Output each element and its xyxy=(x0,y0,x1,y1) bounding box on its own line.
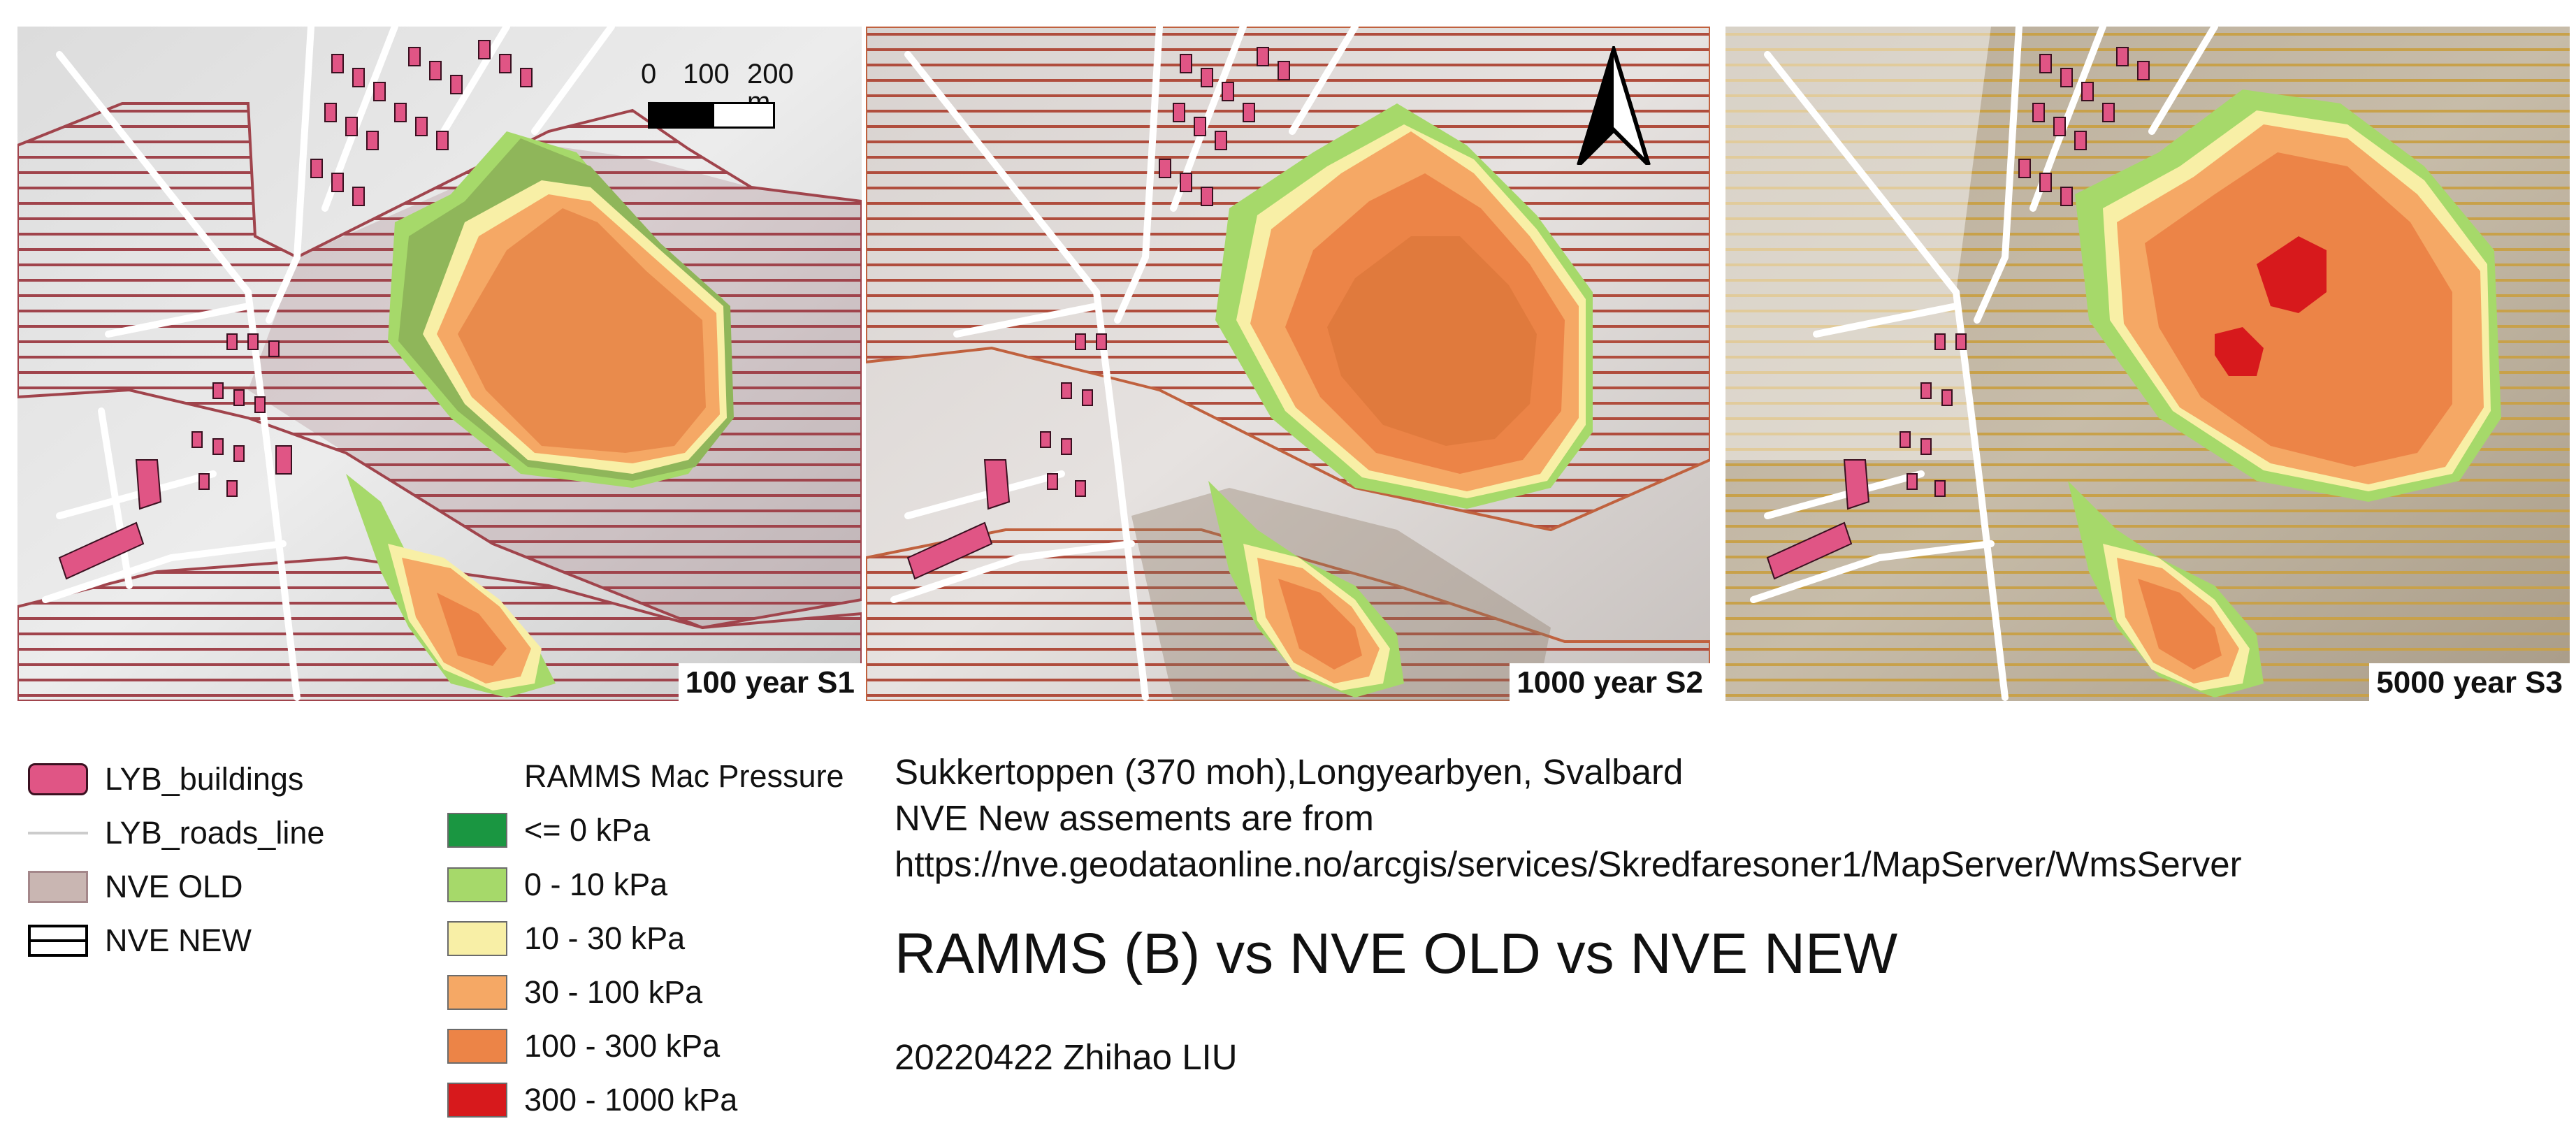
scale-label-mid: 100 xyxy=(683,59,730,89)
panel-label-s2: 1000 year S2 xyxy=(1510,663,1710,701)
pressure-class-row: <= 0 kPa xyxy=(447,811,650,849)
legend-label-nve-old: NVE OLD xyxy=(105,869,243,904)
map-canvas-s2 xyxy=(866,27,1710,701)
roads-line-swatch xyxy=(28,817,88,849)
road-network xyxy=(42,27,615,701)
legend-label-roads: LYB_roads_line xyxy=(105,815,325,851)
pressure-class-row: 0 - 10 kPa xyxy=(447,866,667,904)
scale-segment-black xyxy=(648,102,714,129)
legend-label-nve-new: NVE NEW xyxy=(105,923,252,958)
nve-new-swatch xyxy=(28,925,88,957)
buildings-layer xyxy=(58,40,533,580)
map-title: RAMMS (B) vs NVE OLD vs NVE NEW xyxy=(895,922,1898,985)
pressure-swatch xyxy=(447,1029,507,1064)
source-text: NVE New assements are from xyxy=(895,798,1374,838)
location-text: Sukkertoppen (370 moh),Longyearbyen, Sva… xyxy=(895,752,1684,792)
scale-label-zero: 0 xyxy=(641,59,657,89)
ramms-pressure-south xyxy=(1208,481,1404,698)
pressure-swatch xyxy=(447,813,507,848)
buildings-layer xyxy=(1766,47,2150,580)
nve-old-swatch xyxy=(28,871,88,903)
scale-bar: 0 100 200 m xyxy=(641,60,823,144)
map-panel-s1: 0 100 200 m 100 year S1 xyxy=(17,27,862,701)
pressure-class-label: 10 - 30 kPa xyxy=(524,920,686,956)
scale-segment-white xyxy=(712,102,775,129)
panel-label-s3: 5000 year S3 xyxy=(2369,663,2570,701)
legend-item-roads: LYB_roads_line xyxy=(28,812,324,854)
pressure-class-label: 0 - 10 kPa xyxy=(524,867,668,902)
pressure-class-row: 300 - 1000 kPa xyxy=(447,1081,737,1119)
source-url: https://nve.geodataonline.no/arcgis/serv… xyxy=(895,844,2242,884)
ramms-pressure-main xyxy=(1215,103,1593,509)
pressure-class-row: 10 - 30 kPa xyxy=(447,920,685,957)
map-canvas-s1 xyxy=(17,27,862,701)
pressure-swatch xyxy=(447,1083,507,1118)
ramms-pressure-south xyxy=(346,474,556,698)
panel-label-s1: 100 year S1 xyxy=(678,663,862,701)
pressure-legend-title: RAMMS Mac Pressure xyxy=(524,758,844,794)
author-text: 20220422 Zhihao LIU xyxy=(895,1037,1238,1077)
legend-label-buildings: LYB_buildings xyxy=(105,761,304,797)
ramms-pressure-main xyxy=(388,131,734,488)
buildings-layer xyxy=(906,47,1290,580)
ramms-pressure-south xyxy=(2068,481,2264,698)
pressure-class-label: 300 - 1000 kPa xyxy=(524,1082,738,1118)
legend-item-buildings: LYB_buildings xyxy=(28,758,303,800)
map-panel-s3: 5000 year S3 xyxy=(1725,27,2570,701)
ramms-pressure-main xyxy=(2075,89,2501,502)
buildings-swatch xyxy=(28,763,88,795)
road-network xyxy=(1750,27,2218,701)
map-panel-s2: 1000 year S2 xyxy=(866,27,1710,701)
pressure-class-label: 30 - 100 kPa xyxy=(524,974,703,1010)
legend-item-nve-new: NVE NEW xyxy=(28,920,252,962)
pressure-class-row: 30 - 100 kPa xyxy=(447,974,702,1011)
pressure-swatch xyxy=(447,975,507,1010)
pressure-class-row: 100 - 300 kPa xyxy=(447,1027,720,1065)
pressure-swatch xyxy=(447,867,507,902)
pressure-class-label: <= 0 kPa xyxy=(524,812,651,848)
legend-item-nve-old: NVE OLD xyxy=(28,866,243,908)
settlement-area xyxy=(1725,27,1991,460)
pressure-class-label: 100 - 300 kPa xyxy=(524,1028,721,1064)
north-arrow-icon xyxy=(1577,46,1651,165)
map-canvas-s3 xyxy=(1725,27,2570,701)
pressure-swatch xyxy=(447,921,507,956)
